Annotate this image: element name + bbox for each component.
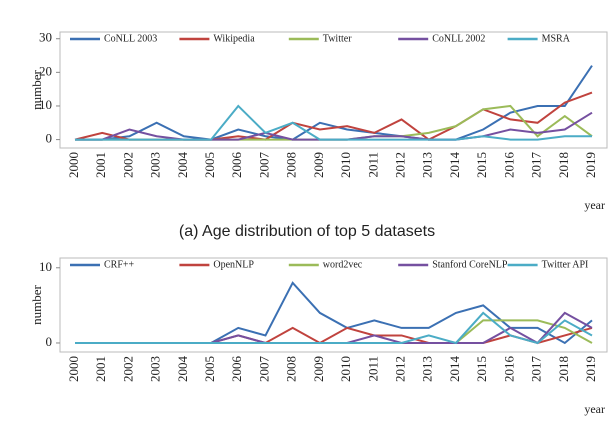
series-line: [75, 311, 593, 345]
x-tick-label: 2018: [556, 152, 571, 178]
x-tick-label: 2015: [474, 152, 489, 178]
x-axis-label: year: [584, 402, 605, 416]
legend-label: MSRA: [542, 33, 571, 44]
legend-label: CoNLL 2002: [432, 33, 485, 44]
caption: (a) Age distribution of top 5 datasets: [179, 223, 435, 240]
x-tick-label: 2006: [229, 356, 244, 383]
x-tick-label: 2015: [474, 356, 489, 382]
x-tick-label: 2013: [420, 152, 435, 178]
x-tick-label: 2002: [120, 356, 135, 382]
x-tick-label: 2011: [365, 152, 380, 178]
x-tick-label: 2002: [120, 152, 135, 178]
x-tick-label: 2006: [229, 152, 244, 179]
y-tick-label: 10: [39, 259, 52, 274]
x-tick-label: 2013: [420, 356, 435, 382]
x-tick-label: 2003: [148, 152, 163, 178]
series-line: [75, 319, 593, 344]
x-tick-label: 2019: [583, 152, 598, 178]
series-line: [75, 281, 593, 345]
x-tick-label: 2004: [175, 152, 190, 179]
x-tick-label: 2009: [311, 356, 326, 382]
y-tick-label: 10: [39, 97, 52, 112]
legend-label: word2vec: [323, 259, 363, 270]
x-tick-label: 2001: [93, 152, 108, 178]
legend-label: OpenNLP: [213, 259, 254, 270]
x-tick-label: 2007: [256, 152, 271, 179]
legend-label: Twitter: [323, 33, 352, 44]
x-tick-label: 2016: [501, 356, 516, 383]
x-tick-label: 2012: [393, 356, 408, 382]
x-tick-label: 2004: [175, 356, 190, 383]
plot-frame: [59, 31, 608, 149]
y-tick-label: 30: [39, 30, 52, 45]
legend-label: Stanford CoreNLP: [432, 259, 508, 270]
x-tick-label: 2010: [338, 152, 353, 178]
x-tick-label: 2016: [501, 152, 516, 179]
x-axis-label: year: [584, 198, 605, 212]
x-tick-label: 2007: [256, 356, 271, 383]
x-tick-label: 2005: [202, 152, 217, 178]
x-tick-label: 2003: [148, 356, 163, 382]
x-tick-label: 2000: [66, 152, 81, 178]
series-line: [75, 104, 592, 141]
x-tick-label: 2014: [447, 152, 462, 179]
legend-label: Twitter API: [542, 259, 589, 270]
y-tick-label: 0: [46, 334, 53, 349]
x-tick-label: 2017: [529, 356, 544, 383]
series-line: [75, 65, 593, 141]
x-tick-label: 2018: [556, 356, 571, 382]
plot-frame: [59, 257, 608, 353]
x-tick-label: 2010: [338, 356, 353, 382]
x-tick-label: 2011: [365, 356, 380, 382]
y-tick-label: 20: [39, 63, 52, 78]
x-tick-label: 2001: [93, 356, 108, 382]
legend-label: CRF++: [104, 259, 135, 270]
x-tick-label: 2005: [202, 356, 217, 382]
x-tick-label: 2009: [311, 152, 326, 178]
y-axis-label: number: [29, 284, 44, 324]
x-tick-label: 2012: [393, 152, 408, 178]
x-tick-label: 2000: [66, 356, 81, 382]
x-tick-label: 2019: [583, 356, 598, 382]
y-tick-label: 0: [46, 131, 53, 146]
x-tick-label: 2008: [284, 152, 299, 178]
x-tick-label: 2017: [529, 152, 544, 179]
legend-label: Wikipedia: [213, 33, 255, 44]
y-axis-label: number: [29, 69, 44, 109]
series-line: [74, 91, 593, 141]
legend-label: CoNLL 2003: [104, 33, 157, 44]
x-tick-label: 2008: [284, 356, 299, 382]
x-tick-label: 2014: [447, 356, 462, 383]
